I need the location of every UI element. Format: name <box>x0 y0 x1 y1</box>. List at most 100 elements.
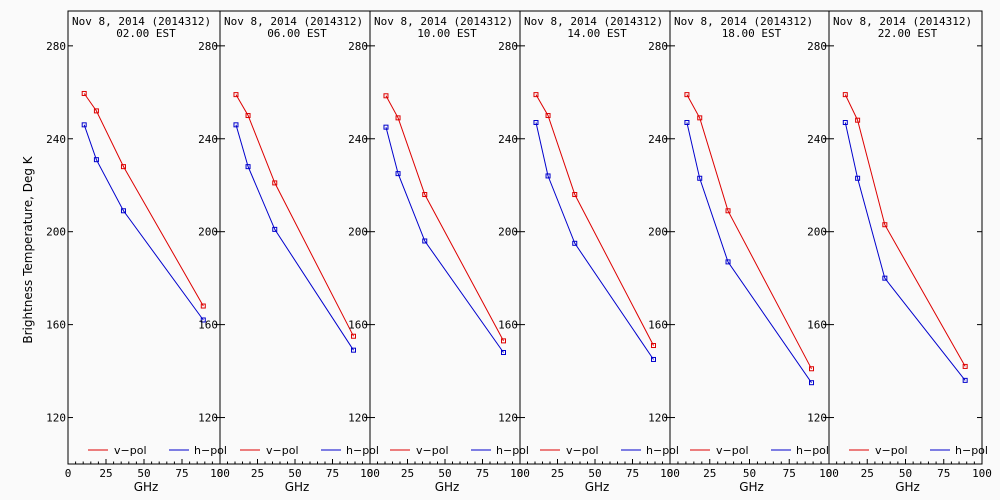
data-point-v-pol <box>855 117 861 123</box>
panels: Nov 8, 2014 (2014312)02.00 EST1201602002… <box>46 10 992 494</box>
data-point-v-pol <box>572 192 578 198</box>
panel-title: Nov 8, 2014 (2014312) <box>72 15 211 28</box>
data-point-h-pol <box>533 120 539 126</box>
y-tick-label: 120 <box>46 412 66 425</box>
data-point-v-pol <box>725 208 731 214</box>
panel-title: Nov 8, 2014 (2014312) <box>374 15 513 28</box>
y-tick-label: 160 <box>498 319 518 332</box>
data-point-h-pol <box>842 120 848 126</box>
x-tick-label: 50 <box>438 467 451 480</box>
y-tick-label: 200 <box>498 226 518 239</box>
data-point-h-pol <box>81 122 87 128</box>
y-tick-label: 120 <box>648 412 668 425</box>
data-point-h-pol <box>684 120 690 126</box>
x-tick-label: 100 <box>360 467 380 480</box>
panel-time: 18.00 EST <box>722 27 782 40</box>
y-tick-label: 240 <box>198 133 218 146</box>
series-line-h-pol <box>844 122 966 381</box>
y-tick-label: 200 <box>46 226 66 239</box>
panel-time: 06.00 EST <box>267 27 327 40</box>
data-point-v-pol <box>651 343 656 349</box>
data-point-h-pol <box>697 175 703 181</box>
x-axis-label: GHz <box>435 480 460 494</box>
x-tick-label: 0 <box>517 467 524 480</box>
series-line-v-pol <box>385 95 504 342</box>
series-line-v-pol <box>235 94 354 337</box>
data-point-v-pol <box>501 338 506 344</box>
panel-time: 14.00 EST <box>567 27 627 40</box>
x-tick-label: 25 <box>99 467 112 480</box>
series-line-h-pol <box>535 122 654 360</box>
data-point-h-pol <box>395 171 401 177</box>
series-line-h-pol <box>686 122 812 383</box>
data-point-h-pol <box>962 377 968 383</box>
panel-time: 02.00 EST <box>116 27 176 40</box>
y-tick-label: 160 <box>807 319 827 332</box>
y-tick-label: 160 <box>648 319 668 332</box>
y-tick-label: 240 <box>46 133 66 146</box>
x-axis-label: GHz <box>585 480 610 494</box>
x-tick-label: 100 <box>819 467 839 480</box>
data-point-h-pol <box>545 173 551 179</box>
panel-1: Nov 8, 2014 (2014312)02.00 EST 120 160 200 2… <box>46 10 230 494</box>
data-point-v-pol <box>383 93 389 99</box>
legend-label-h-pol: h−pol <box>646 444 679 457</box>
y-tick-label: 160 <box>46 319 66 332</box>
x-tick-label: 50 <box>288 467 301 480</box>
y-tick-label: 120 <box>807 412 827 425</box>
legend-label-v-pol: v−pol <box>114 444 147 457</box>
y-tick-label: 120 <box>198 412 218 425</box>
data-point-h-pol <box>383 124 389 130</box>
series-line-h-pol <box>83 124 204 321</box>
legend-label-h-pol: h−pol <box>496 444 529 457</box>
y-tick-label: 280 <box>807 40 827 53</box>
data-point-v-pol <box>684 92 690 98</box>
y-tick-label: 200 <box>648 226 668 239</box>
panel-4: Nov 8, 2014 (2014312)14.00 EST 120 160 200 2… <box>498 10 680 494</box>
data-point-v-pol <box>962 363 968 369</box>
panel-title: Nov 8, 2014 (2014312) <box>524 15 663 28</box>
data-point-h-pol <box>855 175 861 181</box>
x-tick-label: 75 <box>783 467 796 480</box>
y-tick-label: 160 <box>198 319 218 332</box>
x-tick-label: 100 <box>660 467 680 480</box>
legend-label-v-pol: v−pol <box>716 444 749 457</box>
x-tick-label: 75 <box>626 467 639 480</box>
panel-title: Nov 8, 2014 (2014312) <box>833 15 972 28</box>
panel-6: Nov 8, 2014 (2014312)22.00 EST 120 160 200 2… <box>807 10 992 494</box>
x-tick-label: 75 <box>175 467 188 480</box>
y-tick-label: 200 <box>807 226 827 239</box>
data-point-v-pol <box>81 90 87 96</box>
y-tick-label: 280 <box>46 40 66 53</box>
x-tick-label: 75 <box>326 467 339 480</box>
data-point-h-pol <box>422 238 428 244</box>
data-point-h-pol <box>272 226 278 232</box>
data-point-v-pol <box>809 366 815 372</box>
data-point-v-pol <box>545 113 551 119</box>
y-tick-label: 120 <box>348 412 368 425</box>
data-point-h-pol <box>351 347 356 353</box>
panel-time: 10.00 EST <box>417 27 477 40</box>
legend-label-v-pol: v−pol <box>266 444 299 457</box>
x-tick-label: 0 <box>367 467 374 480</box>
x-tick-label: 50 <box>899 467 912 480</box>
x-axis-label: GHz <box>285 480 310 494</box>
data-point-h-pol <box>200 317 206 323</box>
series-line-v-pol <box>535 94 654 346</box>
x-tick-label: 0 <box>826 467 833 480</box>
data-point-h-pol <box>120 208 126 214</box>
data-point-v-pol <box>533 92 539 98</box>
data-point-h-pol <box>651 356 656 362</box>
panel-2: Nov 8, 2014 (2014312)06.00 EST 120 160 200 2… <box>198 10 380 494</box>
y-tick-label: 240 <box>498 133 518 146</box>
x-tick-label: 25 <box>401 467 414 480</box>
y-tick-label: 280 <box>648 40 668 53</box>
x-tick-label: 100 <box>210 467 230 480</box>
data-point-h-pol <box>501 349 506 355</box>
data-point-v-pol <box>200 303 206 309</box>
data-point-h-pol <box>93 157 99 163</box>
y-tick-label: 280 <box>198 40 218 53</box>
y-axis-label: Brightness Temperature, Deg K <box>21 155 35 343</box>
